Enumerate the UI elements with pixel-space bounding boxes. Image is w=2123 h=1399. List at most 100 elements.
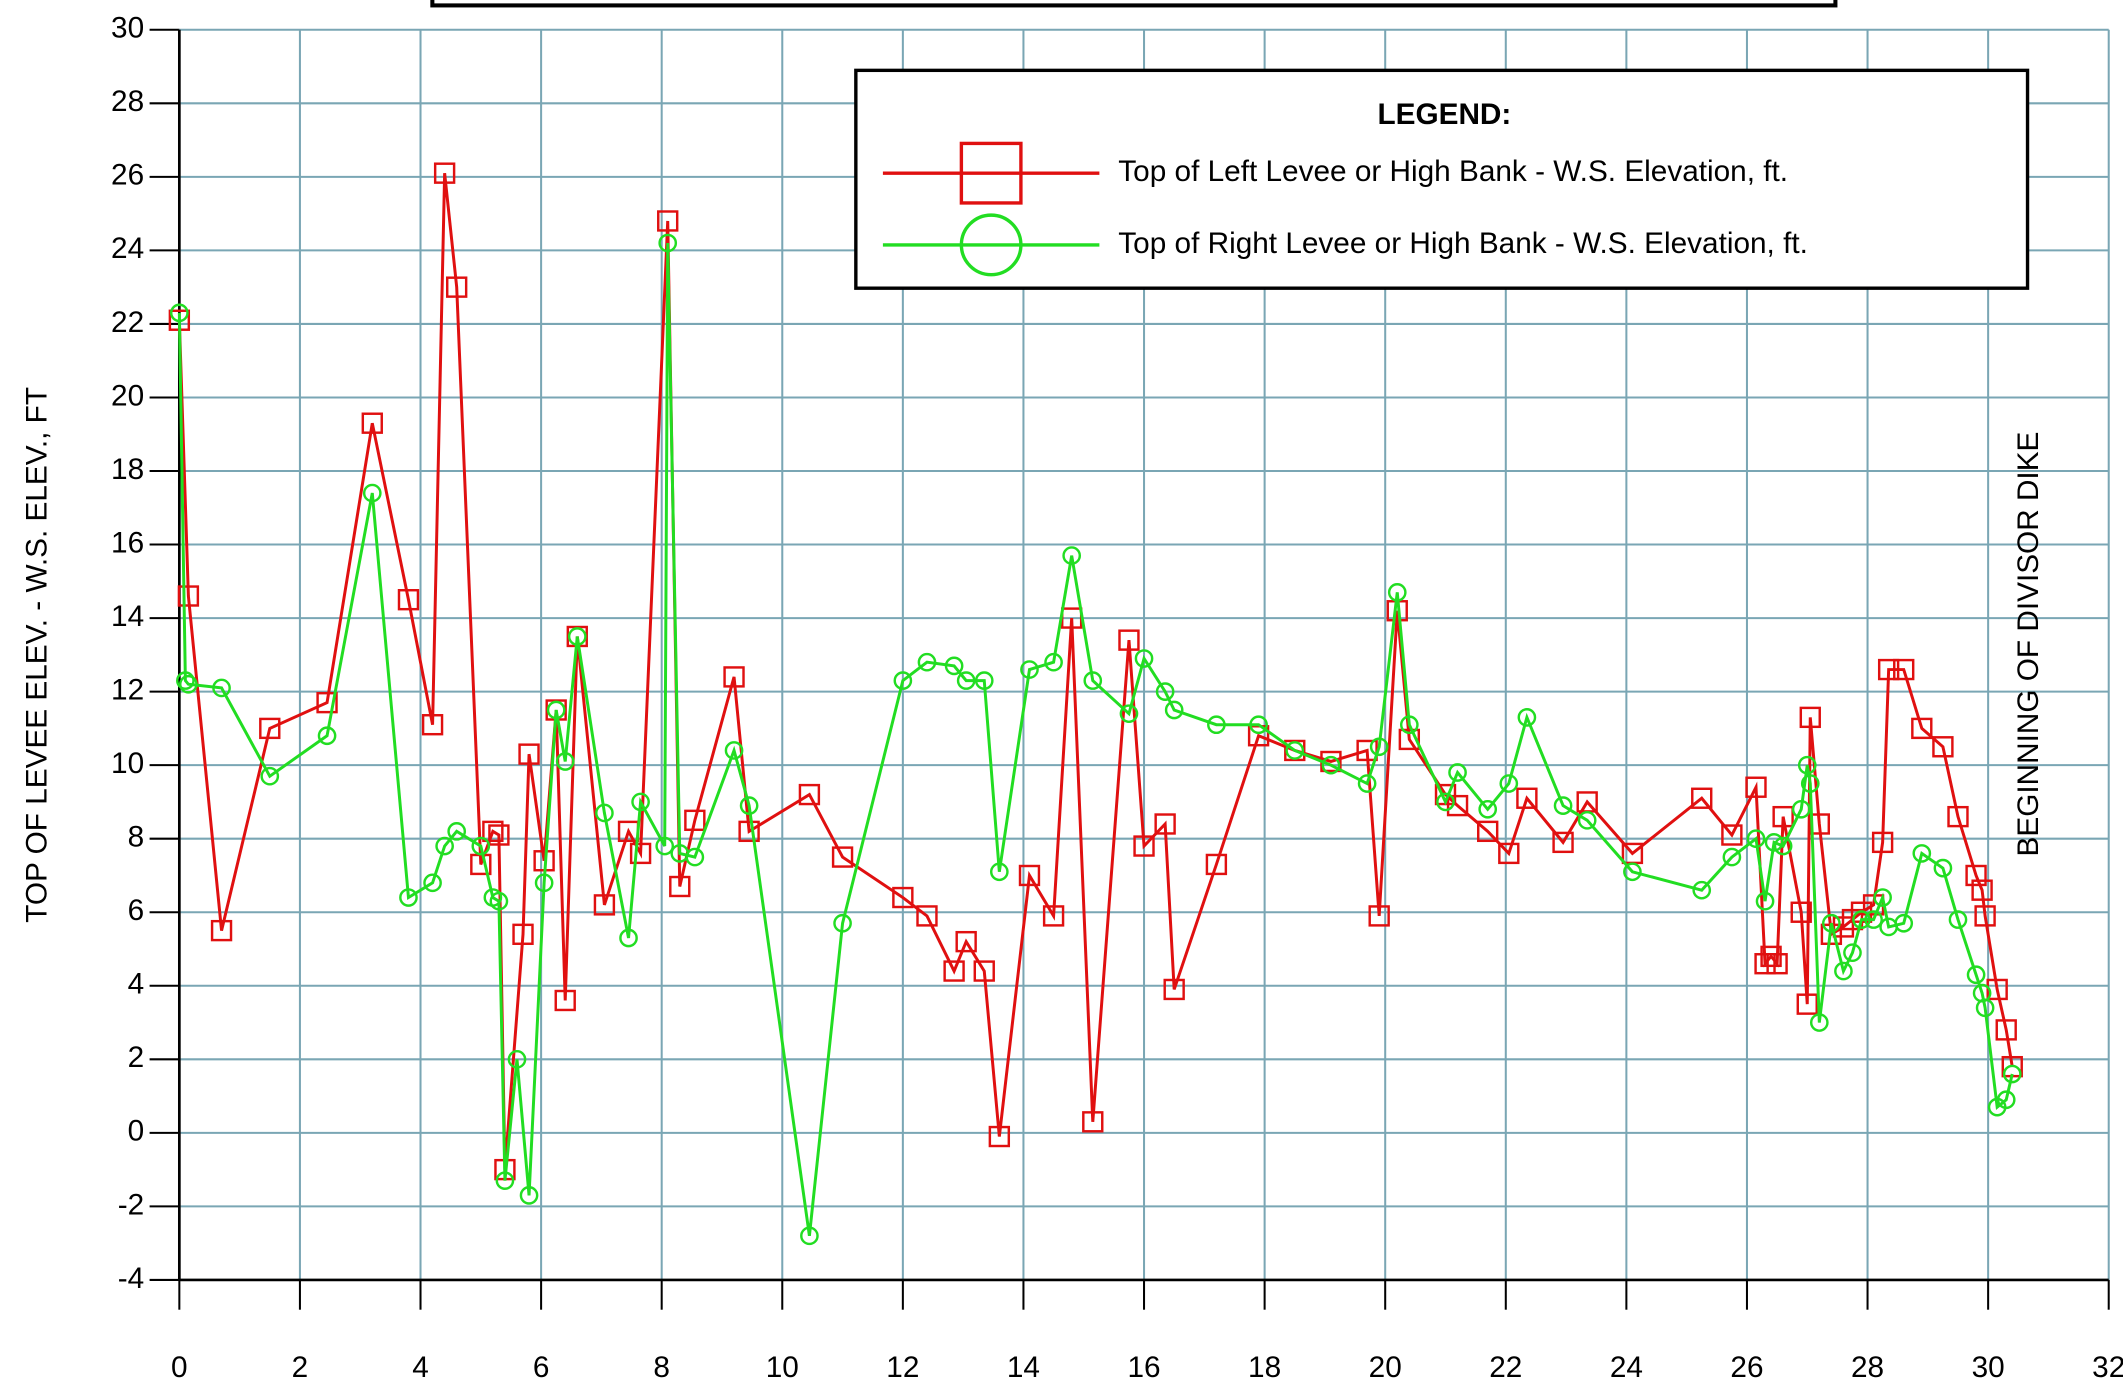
x-tick-label: 20 xyxy=(1369,1351,1402,1384)
point-marker xyxy=(546,700,566,720)
y-tick-label: 24 xyxy=(111,232,144,265)
point-marker xyxy=(397,589,420,611)
y-tick-label: 16 xyxy=(111,526,144,559)
y-tick-label: 12 xyxy=(111,673,144,706)
point-marker xyxy=(489,891,509,911)
point-marker xyxy=(1082,1111,1104,1133)
point-marker xyxy=(723,666,745,688)
point-marker xyxy=(1948,910,1968,929)
point-marker xyxy=(1799,706,1821,729)
point-marker xyxy=(1864,910,1883,929)
point-marker xyxy=(1877,658,1900,681)
point-marker xyxy=(974,671,994,690)
point-marker xyxy=(1446,794,1469,817)
x-tick-label: 24 xyxy=(1610,1351,1643,1384)
point-marker xyxy=(177,585,200,607)
point-marker xyxy=(1893,658,1915,681)
point-marker xyxy=(435,836,454,856)
point-marker xyxy=(1478,799,1498,819)
legend-label: Top of Left Levee or High Bank - W.S. El… xyxy=(1118,155,1788,188)
point-marker xyxy=(1249,715,1268,735)
point-marker xyxy=(1163,978,1185,1001)
y-tick-label: 26 xyxy=(111,159,144,192)
x-tick-label: 0 xyxy=(171,1351,188,1384)
point-marker xyxy=(1965,864,1987,887)
y-tick-label: 10 xyxy=(111,747,144,780)
point-marker xyxy=(1369,737,1389,757)
point-marker xyxy=(619,928,638,948)
point-marker xyxy=(1745,776,1767,798)
point-marker xyxy=(658,233,678,253)
point-marker xyxy=(1722,847,1742,867)
y-axis-label: TOP OF LEVEE ELEV. - W.S. ELEV., FT xyxy=(20,387,53,923)
point-marker xyxy=(1974,905,1996,927)
point-marker xyxy=(739,796,759,815)
point-marker xyxy=(1516,787,1538,809)
point-marker xyxy=(1477,820,1499,843)
y-tick-label: 6 xyxy=(128,894,145,927)
point-marker xyxy=(399,888,418,907)
point-marker xyxy=(316,691,338,714)
point-marker xyxy=(1553,796,1573,815)
series-layer xyxy=(168,162,2023,1246)
point-marker xyxy=(1205,853,1228,876)
y-tick-label: 28 xyxy=(111,85,144,118)
point-marker xyxy=(1808,813,1831,835)
point-marker xyxy=(1933,858,1953,878)
y-tick-label: -4 xyxy=(118,1262,144,1295)
x-tick-label: 30 xyxy=(1972,1351,2005,1384)
point-marker xyxy=(512,923,534,945)
point-marker xyxy=(738,820,760,843)
y-tick-label: -2 xyxy=(118,1188,144,1221)
point-marker xyxy=(955,930,977,953)
legend-title: LEGEND: xyxy=(1377,98,1511,131)
point-marker xyxy=(482,820,504,843)
point-marker xyxy=(1357,774,1377,793)
point-marker xyxy=(1448,763,1467,782)
point-marker xyxy=(685,847,705,867)
point-marker xyxy=(1796,993,1818,1015)
point-marker xyxy=(446,276,468,298)
point-marker xyxy=(1894,913,1914,933)
y-tick-label: 14 xyxy=(111,600,144,633)
x-tick-label: 32 xyxy=(2092,1351,2123,1384)
point-marker xyxy=(507,1049,527,1069)
point-marker xyxy=(447,822,467,841)
point-marker xyxy=(1499,774,1519,793)
point-marker xyxy=(1692,880,1712,900)
x-tick-label: 6 xyxy=(533,1351,550,1384)
y-tick-label: 4 xyxy=(128,968,145,1001)
point-marker xyxy=(1986,978,2008,1001)
point-marker xyxy=(1911,717,1933,740)
point-marker xyxy=(1797,755,1817,775)
point-marker xyxy=(724,741,744,760)
x-tick-label: 4 xyxy=(412,1351,429,1384)
point-marker xyxy=(916,905,938,927)
point-marker xyxy=(1285,741,1305,760)
point-marker xyxy=(554,989,576,1012)
legend-box xyxy=(854,68,2030,290)
point-marker xyxy=(1042,905,1065,927)
point-marker xyxy=(631,792,650,812)
point-marker xyxy=(423,873,442,893)
point-marker xyxy=(1062,546,1082,565)
point-marker xyxy=(1975,998,1995,1018)
point-marker xyxy=(1766,953,1788,975)
point-marker xyxy=(1517,708,1537,727)
point-marker xyxy=(1947,805,1969,828)
point-marker xyxy=(1387,583,1407,602)
point-marker xyxy=(629,842,652,865)
point-marker xyxy=(362,483,382,503)
series-line xyxy=(177,243,2014,1237)
point-marker xyxy=(1760,945,1782,968)
point-marker xyxy=(1871,831,1894,854)
point-marker xyxy=(800,1226,819,1246)
point-marker xyxy=(567,627,587,646)
x-tick-label: 16 xyxy=(1127,1351,1160,1384)
point-marker xyxy=(433,162,456,184)
series xyxy=(170,233,2022,1246)
point-marker xyxy=(212,678,231,698)
point-marker xyxy=(1552,831,1574,854)
point-marker xyxy=(1873,888,1892,907)
